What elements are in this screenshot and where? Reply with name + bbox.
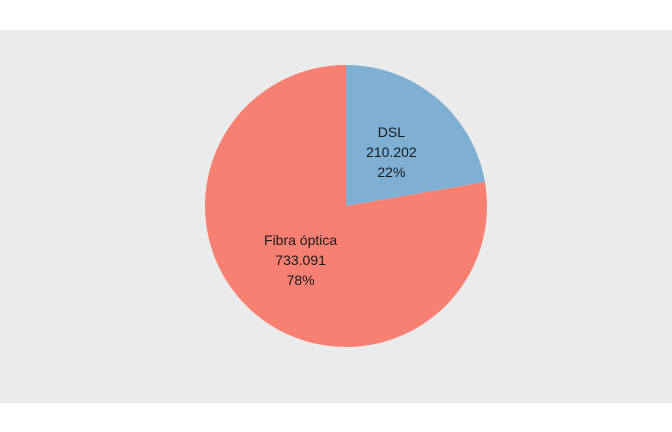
slice-label: Fibra óptica [264, 232, 337, 248]
pie-labels: DSL 210.202 22% Fibra óptica 733.091 78% [264, 124, 417, 288]
slice-label: DSL [378, 124, 405, 140]
slice-value-label: 733.091 [275, 252, 326, 268]
pie-slice-fibra-ptica [204, 65, 487, 347]
slice-percent-label: 22% [377, 164, 405, 180]
pie-slices [204, 65, 487, 347]
slice-percent-label: 78% [287, 272, 315, 288]
pie-slice-dsl [346, 65, 485, 206]
slice-value-label: 210.202 [366, 144, 417, 160]
